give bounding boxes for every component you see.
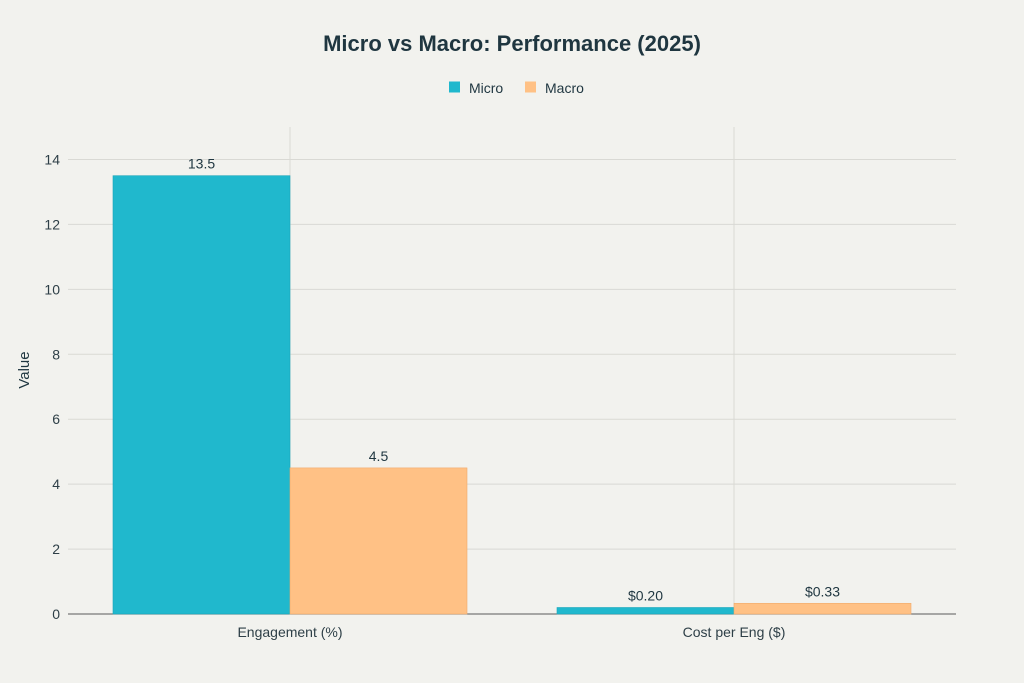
data-label-macro-cost-per-eng: $0.33: [805, 583, 840, 599]
y-tick-label: 4: [52, 476, 60, 492]
y-axis-ticks: 0 2 4 6 8 10 12 14: [44, 151, 60, 622]
y-tick-label: 0: [52, 606, 60, 622]
legend: Micro Macro: [449, 80, 584, 96]
legend-label-micro: Micro: [469, 80, 503, 96]
bar-macro-engagement: [289, 467, 468, 615]
chart-title: Micro vs Macro: Performance (2025): [323, 31, 701, 56]
y-tick-label: 2: [52, 541, 60, 557]
bar-macro-cost-per-eng: [733, 602, 912, 615]
y-tick-label: 12: [44, 216, 60, 232]
bars: [112, 175, 912, 615]
y-tick-label: 14: [44, 151, 60, 167]
data-label-macro-engagement: 4.5: [369, 448, 389, 464]
data-label-micro-cost-per-eng: $0.20: [628, 588, 663, 604]
data-label-micro-engagement: 13.5: [188, 156, 215, 172]
y-tick-label: 6: [52, 411, 60, 427]
bar-micro-cost-per-eng: [556, 607, 735, 615]
y-axis-title: Value: [16, 351, 33, 388]
bar-micro-engagement: [112, 175, 291, 615]
x-tick-label: Cost per Eng ($): [683, 624, 786, 640]
legend-label-macro: Macro: [545, 80, 584, 96]
legend-swatch-macro: [525, 81, 536, 93]
x-axis-ticks: Engagement (%) Cost per Eng ($): [237, 624, 785, 640]
y-tick-label: 8: [52, 346, 60, 362]
x-tick-label: Engagement (%): [237, 624, 342, 640]
legend-swatch-micro: [449, 81, 460, 93]
data-labels: 13.5 4.5 $0.20 $0.33: [188, 156, 840, 604]
y-tick-label: 10: [44, 281, 60, 297]
